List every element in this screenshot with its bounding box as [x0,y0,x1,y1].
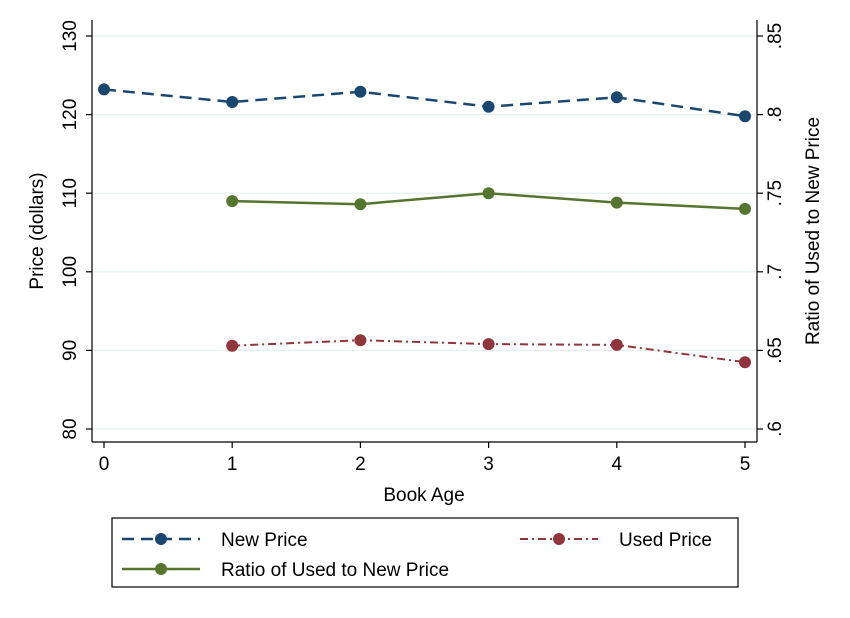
axis-ticks: 80 90 100 110 120 130 .6 .65 .7 .75 .8 .85 0 1 2 3 4 5 [60,20,786,475]
right-y-tick-label: .7 [765,264,786,280]
right-y-tick-label: .65 [765,337,786,363]
data-point-new-price [354,85,367,98]
legend-marker-ratio [155,563,167,575]
legend-marker-new-price [155,533,167,545]
data-point-used-price [739,356,751,369]
series [98,83,751,369]
right-y-tick-label: .75 [765,180,786,206]
data-point-used-price [226,339,239,352]
data-point-used-price [610,338,623,351]
data-point-new-price [739,110,751,123]
x-tick-label: 2 [355,454,366,475]
left-y-tick-label: 100 [60,256,81,288]
data-point-used-price [482,338,495,351]
x-tick-label: 1 [227,454,238,475]
series-line-new-price [103,88,746,118]
data-point-ratio-of-used-to-new-price [226,195,239,208]
data-point-new-price [226,96,239,108]
data-point-new-price [610,91,623,104]
x-tick-label: 5 [740,454,751,475]
right-y-axis-title: Ratio of Used to New Price [803,117,824,345]
right-y-tick-label: .8 [765,107,786,123]
data-point-ratio-of-used-to-new-price [482,187,495,200]
legend-item-used-price: Used Price [520,530,712,551]
legend-label-ratio: Ratio of Used to New Price [221,560,449,581]
data-point-ratio-of-used-to-new-price [354,198,367,211]
left-y-axis-title: Price (dollars) [27,172,48,289]
legend: New Price Used Price Ratio of Used to Ne… [111,517,739,588]
left-y-tick-label: 120 [60,99,81,131]
legend-item-new-price: New Price [122,530,308,551]
x-tick-label: 0 [99,454,110,475]
legend-label-new-price: New Price [221,530,308,551]
legend-item-ratio: Ratio of Used to New Price [122,560,449,581]
right-y-tick-label: .6 [765,421,786,437]
data-point-new-price [98,83,110,96]
data-point-used-price [354,334,367,347]
gridlines [92,35,757,430]
x-axis-title: Book Age [383,485,464,506]
left-y-tick-label: 90 [60,340,81,361]
data-point-new-price [482,100,495,113]
legend-box [111,517,739,588]
left-y-tick-label: 110 [60,178,81,208]
x-tick-label: 4 [612,454,623,475]
legend-marker-used-price [553,533,565,545]
x-tick-label: 3 [483,454,494,475]
legend-label-used-price: Used Price [619,530,712,551]
right-y-tick-label: .85 [765,23,786,49]
axes [91,20,758,443]
left-y-tick-label: 80 [60,418,81,439]
left-y-tick-label: 130 [60,20,81,52]
data-point-ratio-of-used-to-new-price [739,202,751,215]
data-point-ratio-of-used-to-new-price [610,196,623,209]
